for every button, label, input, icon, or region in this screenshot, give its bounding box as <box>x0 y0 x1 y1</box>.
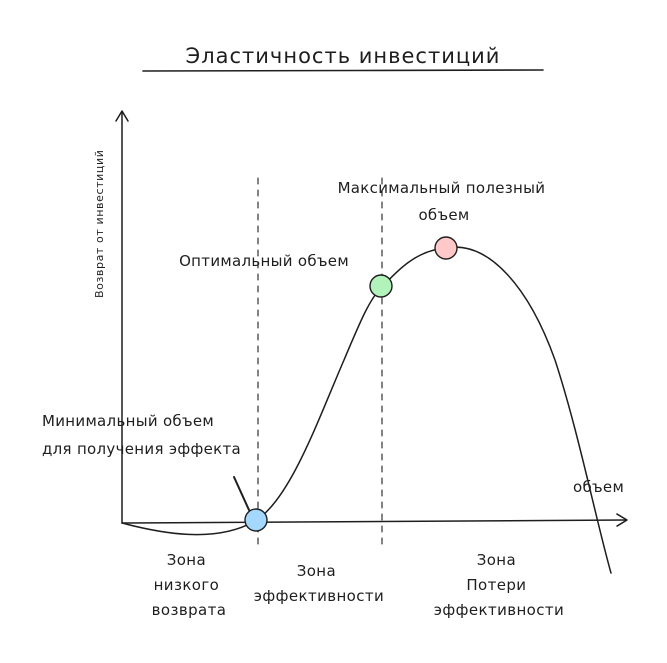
diagram-title: Эластичность инвестиций <box>186 44 501 68</box>
max-point-marker <box>434 236 458 260</box>
title-underline <box>142 69 544 72</box>
max-point-label-line-1: Максимальный полезный <box>338 179 546 197</box>
zone-effective-line-1: Зона <box>297 562 336 580</box>
optimal-point-marker <box>369 274 393 298</box>
zone-effective-label: Зона эффективности <box>254 562 384 605</box>
min-point-label: Минимальный объем для получения эффекта <box>42 412 241 458</box>
zone-low-line-2: низкого <box>154 576 220 594</box>
zone-loss-label: Зона Потери эффективности <box>434 551 564 619</box>
elasticity-curve <box>121 246 612 574</box>
zone-loss-line-2: Потери <box>466 576 526 594</box>
min-point-label-line-2: для получения эффекта <box>42 440 241 458</box>
zone-loss-line-3: эффективности <box>434 601 564 619</box>
zone-low-line-3: возврата <box>152 601 227 619</box>
min-point-marker <box>244 508 268 532</box>
min-point-pointer <box>233 476 250 511</box>
zone-loss-line-1: Зона <box>477 551 516 569</box>
min-point-label-line-1: Минимальный объем <box>42 412 214 430</box>
optimal-point-label: Оптимальный объем <box>179 252 349 270</box>
y-axis-label: Возврат от инвестиций <box>93 150 106 298</box>
zone-low-line-1: Зона <box>167 551 206 569</box>
x-axis <box>121 513 628 527</box>
max-point-label-line-2: объем <box>418 206 469 224</box>
zone-effective-line-2: эффективности <box>254 587 384 605</box>
x-axis-label: объем <box>573 478 624 496</box>
max-point-label: Максимальный полезный объем <box>338 179 551 224</box>
zone-low-label: Зона низкого возврата <box>152 551 227 619</box>
